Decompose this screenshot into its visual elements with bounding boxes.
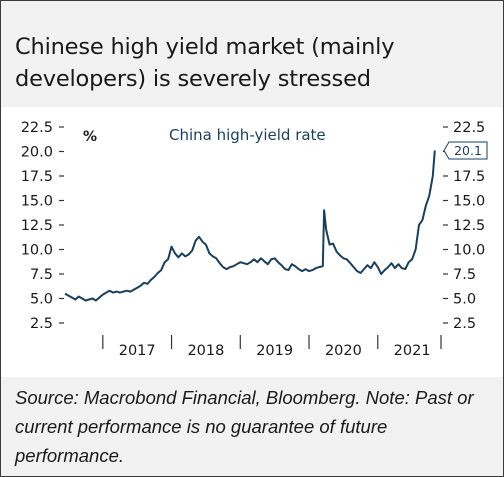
chart-title: China high-yield rate [169,126,326,144]
y-tick-label-right: 22.5 [453,120,485,136]
last-value-box [443,141,488,160]
y-tick-label-right: 17.5 [453,169,485,185]
y-tick-label-right: 2.5 [453,316,476,332]
last-value-label: 20.1 [454,143,482,158]
title-band: Chinese high yield market (mainly develo… [1,1,503,107]
y-tick-label-left: 10.0 [21,243,53,259]
x-tick-label: 2019 [256,343,293,359]
y-tick-label-left: 2.5 [30,316,53,332]
y-tick-label-left: 22.5 [21,120,53,136]
y-tick-label-left: 17.5 [21,169,53,185]
x-tick-label: 2021 [394,343,431,359]
y-tick-label-right: 10.0 [453,243,485,259]
y-tick-label-right: 7.5 [453,267,476,283]
y-tick-label-right: 5.0 [453,292,476,308]
x-tick-label: 2017 [119,343,156,359]
y-tick-label-left: 15.0 [21,194,53,210]
line-chart: 2.5 2.5 5.0 5.0 7.5 7.5 10.0 10.0 12.5 12.5 15.0 15… [21,120,488,359]
series-line [64,150,436,302]
x-tick-label: 2018 [187,343,224,359]
y-tick-label-left: 20.0 [21,145,53,161]
y-axis-unit: % [83,129,97,145]
y-tick-label-left: 7.5 [30,267,53,283]
chart-area: 2.5 2.5 5.0 5.0 7.5 7.5 10.0 10.0 12.5 12.5 15.0 15… [1,107,503,377]
chart-headline: Chinese high yield market (mainly develo… [15,34,395,92]
x-tick-label: 2020 [325,343,362,359]
y-tick-label-right: 12.5 [453,218,485,234]
y-tick-label-left: 12.5 [21,218,53,234]
y-tick-label-left: 5.0 [30,292,53,308]
y-tick-label-right: 15.0 [453,194,485,210]
source-note: Source: Macrobond Financial, Bloomberg. … [15,387,474,466]
